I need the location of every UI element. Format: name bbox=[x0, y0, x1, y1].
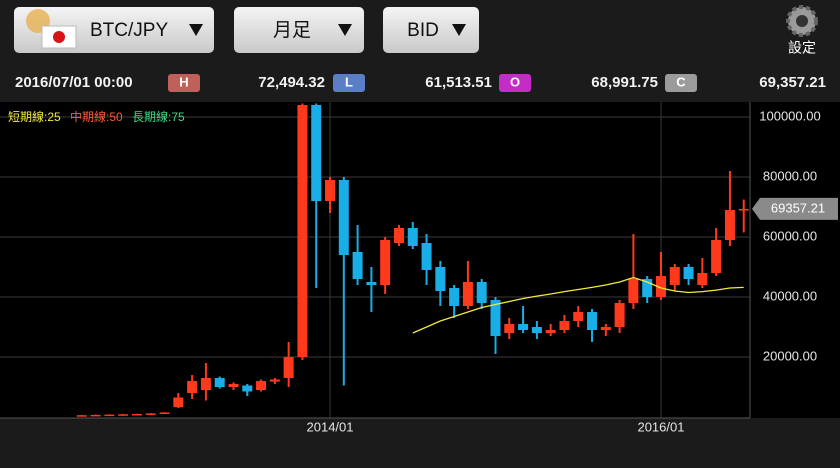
y-tick-label: 40000.00 bbox=[763, 288, 817, 303]
candle-body bbox=[173, 397, 184, 408]
candle-body bbox=[380, 240, 391, 286]
legend-entry: 短期線:25 bbox=[8, 109, 61, 124]
quote-time: 2016/07/01 00:00 bbox=[15, 74, 133, 91]
candle-body bbox=[628, 279, 639, 304]
candle-body bbox=[559, 321, 570, 331]
candle-body bbox=[76, 415, 87, 417]
candle-body bbox=[90, 414, 101, 417]
candle-body bbox=[311, 105, 322, 202]
candle-body bbox=[573, 312, 584, 322]
candle-body bbox=[338, 180, 349, 256]
candle-body bbox=[269, 379, 280, 382]
gear-hole bbox=[796, 15, 808, 27]
pair-label: BTC/JPY bbox=[90, 20, 168, 41]
candle-body bbox=[118, 414, 129, 416]
dropdown-arrow bbox=[189, 24, 203, 36]
candle-body bbox=[545, 330, 556, 334]
high-value: 72,494.32 bbox=[258, 74, 325, 91]
candle-body bbox=[352, 252, 363, 280]
y-tick-label: 20000.00 bbox=[763, 348, 817, 363]
badge-bg bbox=[333, 74, 365, 92]
candle-body bbox=[187, 381, 198, 394]
candle-body bbox=[738, 208, 749, 211]
candle-body bbox=[435, 267, 446, 292]
candle-body bbox=[614, 303, 625, 328]
low-badge: L bbox=[345, 74, 353, 89]
candle-body bbox=[642, 279, 653, 298]
candle-body bbox=[104, 414, 115, 417]
candle-body bbox=[145, 413, 156, 415]
dropdown-arrow bbox=[452, 24, 466, 36]
candle-body bbox=[297, 105, 308, 358]
candle-body bbox=[228, 384, 239, 388]
dropdown-arrow bbox=[338, 24, 352, 36]
chart-panel bbox=[0, 102, 840, 418]
candle-body bbox=[407, 228, 418, 247]
close-badge: C bbox=[676, 74, 686, 89]
candle-body bbox=[531, 327, 542, 334]
candle-body bbox=[655, 276, 666, 298]
open-badge: O bbox=[510, 74, 520, 89]
badge-bg bbox=[168, 74, 200, 92]
legend-entry: 中期線:50 bbox=[70, 109, 123, 124]
labels: 20000.00 40000.00 60000.00 80000.00 100000.0… bbox=[8, 108, 838, 434]
candle-body bbox=[242, 385, 253, 392]
period-button[interactable]: 月足 bbox=[234, 7, 364, 53]
candle-body bbox=[159, 412, 170, 414]
candle-body bbox=[325, 180, 336, 202]
candle-body bbox=[200, 378, 211, 391]
pair-button[interactable]: BTC/JPY bbox=[14, 7, 214, 53]
candle-body bbox=[587, 312, 598, 331]
open-value: 68,991.75 bbox=[591, 74, 658, 91]
candle-body bbox=[421, 243, 432, 271]
y-tick-label: 80000.00 bbox=[763, 168, 817, 183]
flag-sun bbox=[53, 31, 65, 43]
price-marker bbox=[752, 197, 838, 220]
badge-bg bbox=[499, 74, 531, 92]
side-label: BID bbox=[407, 20, 439, 41]
candle-body bbox=[256, 381, 267, 391]
period-label: 月足 bbox=[273, 20, 311, 41]
candle-body bbox=[683, 267, 694, 280]
candle-body bbox=[366, 282, 377, 286]
candle-body bbox=[214, 378, 225, 388]
plot bbox=[76, 103, 749, 417]
candle-body bbox=[449, 288, 460, 307]
candle-body bbox=[669, 267, 680, 286]
candle-body bbox=[504, 324, 515, 334]
button-face bbox=[234, 7, 364, 53]
candle-body bbox=[476, 282, 487, 304]
x-tick-label: 2016/01 bbox=[637, 419, 684, 434]
x-tick-label: 2014/01 bbox=[307, 419, 354, 434]
moving-average-line bbox=[412, 276, 744, 334]
price-marker-label: 69357.21 bbox=[771, 200, 825, 215]
candle-body bbox=[518, 324, 529, 331]
candle-body bbox=[283, 357, 294, 379]
badge-bg bbox=[665, 74, 697, 92]
candle-body bbox=[724, 210, 735, 241]
candle-body bbox=[462, 282, 473, 307]
y-tick-label: 60000.00 bbox=[763, 228, 817, 243]
grid bbox=[0, 102, 750, 418]
y-tick-label: 100000.00 bbox=[759, 108, 820, 123]
legend-entry: 長期線:75 bbox=[132, 109, 185, 124]
high-badge: H bbox=[179, 74, 188, 89]
side-button[interactable]: BID bbox=[383, 7, 479, 53]
candle-body bbox=[131, 414, 142, 416]
candle-body bbox=[490, 300, 501, 337]
button-face bbox=[383, 7, 479, 53]
settings-label: 設定 bbox=[788, 40, 816, 56]
candle-body bbox=[600, 327, 611, 331]
close-value: 69,357.21 bbox=[759, 74, 826, 91]
low-value: 61,513.51 bbox=[425, 74, 492, 91]
candle-body bbox=[393, 228, 404, 244]
candle-body bbox=[711, 240, 722, 274]
settings-button[interactable]: 設定 bbox=[786, 5, 818, 56]
candle-body bbox=[697, 273, 708, 286]
